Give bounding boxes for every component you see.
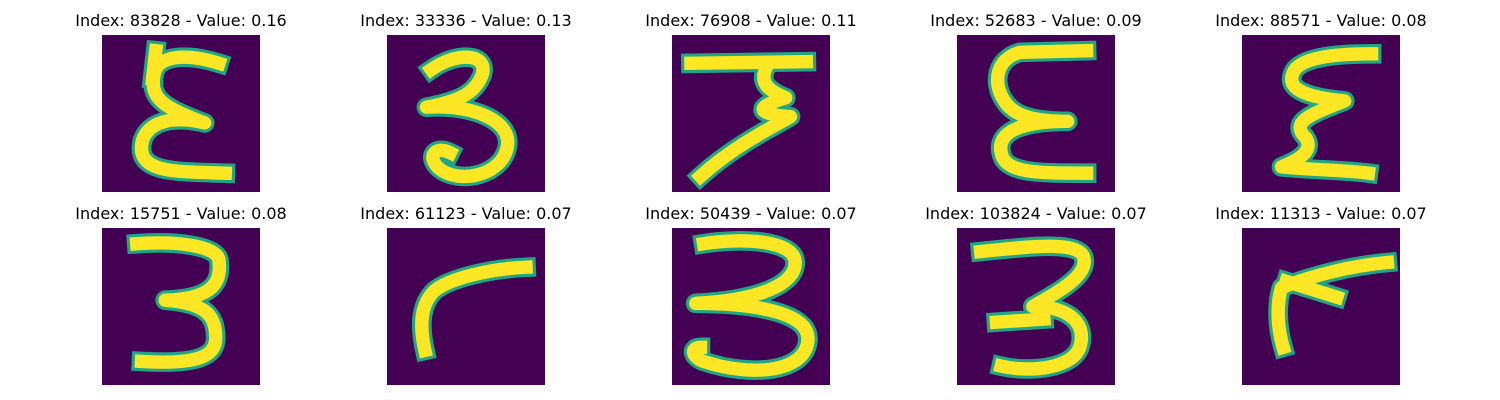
tile-title: Index: 88571 - Value: 0.08 bbox=[1215, 11, 1427, 30]
tile-title: Index: 83828 - Value: 0.16 bbox=[75, 11, 287, 30]
digit-image bbox=[672, 35, 830, 192]
stroke-core bbox=[973, 239, 1091, 376]
stroke-core bbox=[989, 311, 1052, 330]
digit-glyph-three-open bbox=[672, 228, 830, 385]
stroke-core bbox=[690, 57, 798, 186]
image-background bbox=[1242, 228, 1400, 385]
image-background bbox=[387, 228, 545, 385]
stroke-core bbox=[419, 50, 515, 183]
tile-title: Index: 33336 - Value: 0.13 bbox=[360, 11, 572, 30]
digit-glyph-three-thick bbox=[957, 228, 1115, 385]
digit-image bbox=[102, 35, 260, 192]
digit-image bbox=[387, 228, 545, 385]
image-tile: Index: 83828 - Value: 0.16 bbox=[31, 0, 331, 192]
tile-title: Index: 52683 - Value: 0.09 bbox=[930, 11, 1142, 30]
tile-title: Index: 61123 - Value: 0.07 bbox=[360, 204, 572, 223]
stroke-core bbox=[415, 260, 534, 359]
stroke-core bbox=[134, 50, 233, 181]
digit-image bbox=[387, 35, 545, 192]
stroke-core bbox=[1277, 273, 1346, 306]
digit-glyph-three-curly bbox=[387, 35, 545, 192]
image-tile: Index: 33336 - Value: 0.13 bbox=[316, 0, 616, 192]
digit-image bbox=[1242, 35, 1400, 192]
stroke-core bbox=[1274, 47, 1379, 181]
digit-glyph-epsilon-tall bbox=[957, 35, 1115, 192]
image-tile: Index: 88571 - Value: 0.08 bbox=[1171, 0, 1471, 192]
stroke-core bbox=[684, 54, 814, 71]
image-tile: Index: 50439 - Value: 0.07 bbox=[601, 193, 901, 385]
tile-title: Index: 15751 - Value: 0.08 bbox=[75, 204, 287, 223]
image-tile: Index: 15751 - Value: 0.08 bbox=[31, 193, 331, 385]
stroke-core bbox=[687, 234, 815, 377]
digit-image bbox=[957, 35, 1115, 192]
tile-title: Index: 103824 - Value: 0.07 bbox=[925, 204, 1147, 223]
image-tile: Index: 61123 - Value: 0.07 bbox=[316, 193, 616, 385]
digit-glyph-epsilon-zigzag bbox=[1242, 35, 1400, 192]
digit-image bbox=[102, 228, 260, 385]
image-tile: Index: 11313 - Value: 0.07 bbox=[1171, 193, 1471, 385]
tile-title: Index: 76908 - Value: 0.11 bbox=[645, 11, 857, 30]
digit-glyph-seven-bent bbox=[387, 228, 545, 385]
stroke-core bbox=[145, 43, 164, 87]
digit-glyph-epsilon-upright bbox=[102, 35, 260, 192]
tile-title: Index: 11313 - Value: 0.07 bbox=[1215, 204, 1427, 223]
digit-glyph-seven-three bbox=[672, 35, 830, 192]
digit-glyph-three-block bbox=[102, 228, 260, 385]
digit-image bbox=[957, 228, 1115, 385]
image-tile: Index: 76908 - Value: 0.11 bbox=[601, 0, 901, 192]
stroke-core bbox=[990, 43, 1094, 180]
image-tile: Index: 103824 - Value: 0.07 bbox=[886, 193, 1186, 385]
digit-image bbox=[672, 228, 830, 385]
digit-image bbox=[1242, 228, 1400, 385]
stroke-core bbox=[129, 236, 227, 369]
tile-title: Index: 50439 - Value: 0.07 bbox=[645, 204, 857, 223]
image-tile: Index: 52683 - Value: 0.09 bbox=[886, 0, 1186, 192]
digit-glyph-seven-thick bbox=[1242, 228, 1400, 385]
